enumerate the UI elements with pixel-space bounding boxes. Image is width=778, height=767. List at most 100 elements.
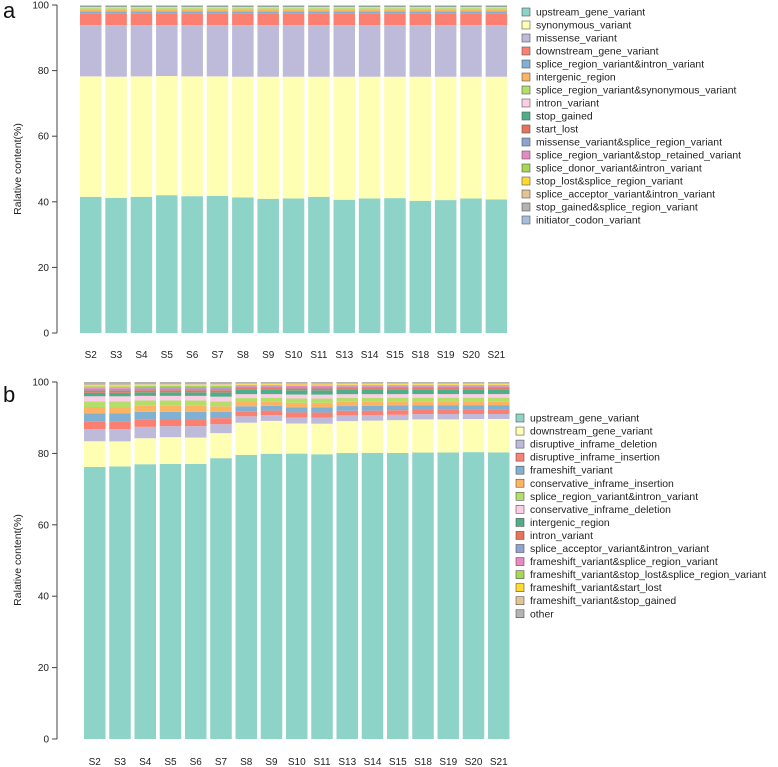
bar-segment-S9-15 <box>260 382 283 384</box>
bar-segment-S14-8 <box>361 389 384 395</box>
bar-segment-S7-7 <box>210 396 232 402</box>
legend-label: splice_region_variant&intron_variant <box>536 60 704 71</box>
bar-segment-S8-11 <box>235 385 257 387</box>
bar-segment-S18-0 <box>409 200 432 333</box>
x-tick-label: S9 <box>262 350 275 361</box>
bar-segment-S5-1 <box>156 76 178 196</box>
bar-segment-S15-1 <box>384 76 406 199</box>
x-tick-label: S4 <box>135 350 148 361</box>
bar-segment-S2-4 <box>80 11 102 14</box>
bar-segment-S6-1 <box>185 437 207 464</box>
bar-segment-S14-6 <box>358 8 381 10</box>
bar-segment-S4-1 <box>134 438 156 465</box>
bar-segment-S21-6 <box>485 8 508 10</box>
bar-segment-S3-13 <box>109 385 131 387</box>
bar-segment-S11-1 <box>308 76 330 197</box>
bar-segment-S8-13 <box>235 384 257 385</box>
bar-segment-S18-8 <box>412 389 434 395</box>
legend-swatch <box>515 557 525 566</box>
bar-segment-S2-3 <box>80 13 102 26</box>
bar-segment-S2-6 <box>84 401 106 407</box>
x-tick-label: S5 <box>161 350 174 361</box>
bar-segment-S19-0 <box>434 200 457 333</box>
bar-segment-S15-11 <box>387 385 409 387</box>
bar-segment-S21-10 <box>488 386 510 389</box>
bar-segment-S9-7 <box>257 7 279 9</box>
bar-segment-S7-0 <box>206 195 229 333</box>
bar-segment-S9-3 <box>257 13 279 26</box>
x-tick-label: S3 <box>110 350 123 361</box>
bar-segment-S6-3 <box>181 13 203 26</box>
legend-label: synonymous_variant <box>536 21 631 32</box>
x-tick-label: S2 <box>85 350 98 361</box>
bar-segment-S10-2 <box>282 25 305 77</box>
bar-segment-S21-5 <box>485 9 508 12</box>
bar-segment-S19-5 <box>434 9 457 12</box>
bar-segment-S19-6 <box>437 397 459 402</box>
bar-segment-S21-0 <box>485 199 508 333</box>
legend-swatch <box>515 452 525 462</box>
bar-segment-S18-7 <box>412 394 434 398</box>
bar-segment-S3-8 <box>109 392 131 397</box>
bar-segment-S20-8 <box>462 389 485 395</box>
bar-segment-S18-2 <box>412 414 434 420</box>
x-tick-label: S9 <box>265 757 278 767</box>
bar-segment-S10-6 <box>286 398 308 403</box>
bar-segment-S13-6 <box>333 8 355 10</box>
bar-segment-S18-14 <box>412 383 434 385</box>
bar-segment-S19-10 <box>437 386 459 389</box>
bar-segment-S15-3 <box>387 410 409 415</box>
bar-segment-S4-2 <box>134 426 156 439</box>
legend-label: downstream_gene_variant <box>530 427 653 438</box>
legend-swatch <box>515 439 525 449</box>
bar-segment-S3-8 <box>105 6 127 8</box>
x-tick-label: S18 <box>414 757 432 767</box>
bar-segment-S20-13 <box>462 384 485 385</box>
bar-segment-S2-2 <box>80 25 102 77</box>
legend-swatch <box>521 176 531 186</box>
legend-swatch <box>521 98 531 108</box>
bar-segment-S13-7 <box>336 394 358 398</box>
bar-segment-S18-3 <box>412 409 434 415</box>
x-tick-label: S3 <box>114 757 127 767</box>
bar-segment-S7-2 <box>206 25 229 77</box>
bar-segment-S2-2 <box>84 429 106 442</box>
bar-segment-S20-0 <box>460 198 482 333</box>
bar-segment-S8-5 <box>235 401 257 407</box>
legend-label: frameshift_variant&stop_lost&splice_regi… <box>530 570 766 581</box>
legend-swatch <box>515 583 525 592</box>
bar-segment-S8-0 <box>232 197 254 333</box>
x-tick-label: S13 <box>335 350 353 361</box>
bar-segment-S13-3 <box>336 410 358 416</box>
bar-segment-S7-11 <box>210 387 232 389</box>
legend-label: intron_variant <box>536 99 599 110</box>
bar-segment-S3-5 <box>105 9 127 12</box>
bar-segment-S19-8 <box>434 6 457 8</box>
bar-segment-S8-4 <box>232 11 254 14</box>
bar-segment-S15-14 <box>387 383 409 385</box>
bar-segment-S15-4 <box>387 405 409 411</box>
bar-segment-S19-15 <box>437 382 459 384</box>
bar-segment-S21-4 <box>488 405 510 410</box>
y-tick-label: 40 <box>38 592 50 603</box>
x-tick-label: S15 <box>386 350 404 361</box>
legend-label: conservative_inframe_deletion <box>530 505 671 516</box>
bar-segment-S20-3 <box>460 13 482 26</box>
bar-segment-S19-14 <box>437 383 459 385</box>
bar-segment-S4-5 <box>134 405 156 412</box>
legend-label: intergenic_region <box>530 518 610 529</box>
bar-segment-S15-0 <box>384 198 406 333</box>
bar-segment-S4-0 <box>130 196 153 333</box>
bar-segment-S10-7 <box>286 394 308 399</box>
bar-segment-S3-10 <box>109 388 131 391</box>
bar-segment-S20-0 <box>462 452 485 739</box>
bar-segment-S21-2 <box>488 414 510 419</box>
bar-segment-S14-10 <box>361 386 384 389</box>
bar-segment-S4-6 <box>130 8 153 10</box>
bar-segment-S8-12 <box>235 384 257 386</box>
bar-segment-S9-0 <box>257 198 279 333</box>
bar-segment-S15-5 <box>384 9 406 12</box>
bar-segment-S15-1 <box>387 420 409 453</box>
bar-segment-S6-0 <box>181 196 203 333</box>
legend-label: frameshift_variant&splice_region_variant <box>530 557 718 568</box>
